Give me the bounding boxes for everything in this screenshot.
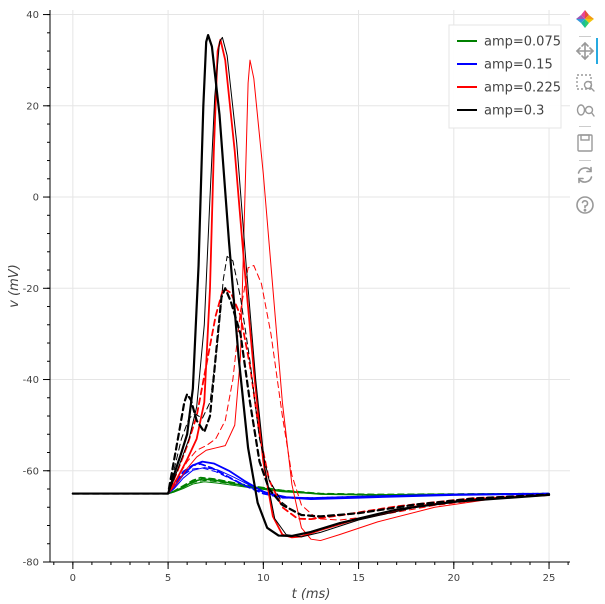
y-tick-label: -60 — [23, 466, 39, 477]
x-tick-label: 0 — [70, 573, 76, 584]
series-line-amp-0.15 — [72, 467, 550, 499]
x-tick-label: 5 — [165, 573, 171, 584]
toolbar-separator — [579, 126, 591, 127]
pan-active-indicator — [596, 38, 598, 64]
series-line-amp-0.075 — [72, 479, 550, 496]
legend-label: amp=0.225 — [484, 81, 561, 96]
y-tick-label: 20 — [26, 101, 39, 112]
x-tick-label: 15 — [352, 573, 365, 584]
legend-label: amp=0.075 — [484, 35, 561, 50]
series-line-amp-0.075 — [72, 476, 550, 496]
series-line-amp-0.3 — [72, 255, 550, 518]
legend-label: amp=0.15 — [484, 58, 553, 73]
y-tick-label: 0 — [33, 193, 39, 204]
series-line-amp-0.3 — [71, 287, 551, 518]
axes: 0 5 10 15 20 25 40 20 0 -20 -40 -60 -80 — [23, 10, 570, 584]
legend: amp=0.075 amp=0.15 amp=0.225 amp=0.3 — [448, 24, 562, 129]
grid — [50, 10, 570, 563]
y-tick-label: -20 — [23, 284, 39, 295]
series-line-amp-0.225 — [72, 59, 550, 542]
legend-label: amp=0.3 — [484, 104, 544, 119]
box-zoom-icon[interactable] — [574, 72, 596, 94]
reset-icon[interactable] — [574, 164, 596, 186]
y-tick-label: 40 — [26, 10, 39, 21]
series-line-amp-0.225 — [72, 264, 550, 521]
toolbar-separator — [579, 160, 591, 161]
series-layer — [71, 33, 551, 542]
pan-icon[interactable] — [574, 40, 596, 62]
y-tick-label: -40 — [23, 375, 39, 386]
series-line-amp-0.3 — [71, 33, 551, 538]
wheel-zoom-icon[interactable] — [574, 100, 596, 122]
x-tick-label: 25 — [543, 573, 556, 584]
x-tick-label: 10 — [257, 573, 270, 584]
x-axis-title: t (ms) — [292, 587, 331, 602]
help-icon[interactable] — [574, 194, 596, 216]
y-tick-label: -80 — [23, 558, 39, 569]
x-tick-label: 20 — [447, 573, 460, 584]
toolbar-separator — [579, 36, 591, 37]
y-axis-title: v (mV) — [7, 264, 22, 308]
bokeh-logo-icon[interactable] — [574, 8, 596, 30]
save-icon[interactable] — [574, 132, 596, 154]
series-line-amp-0.3 — [72, 36, 550, 538]
